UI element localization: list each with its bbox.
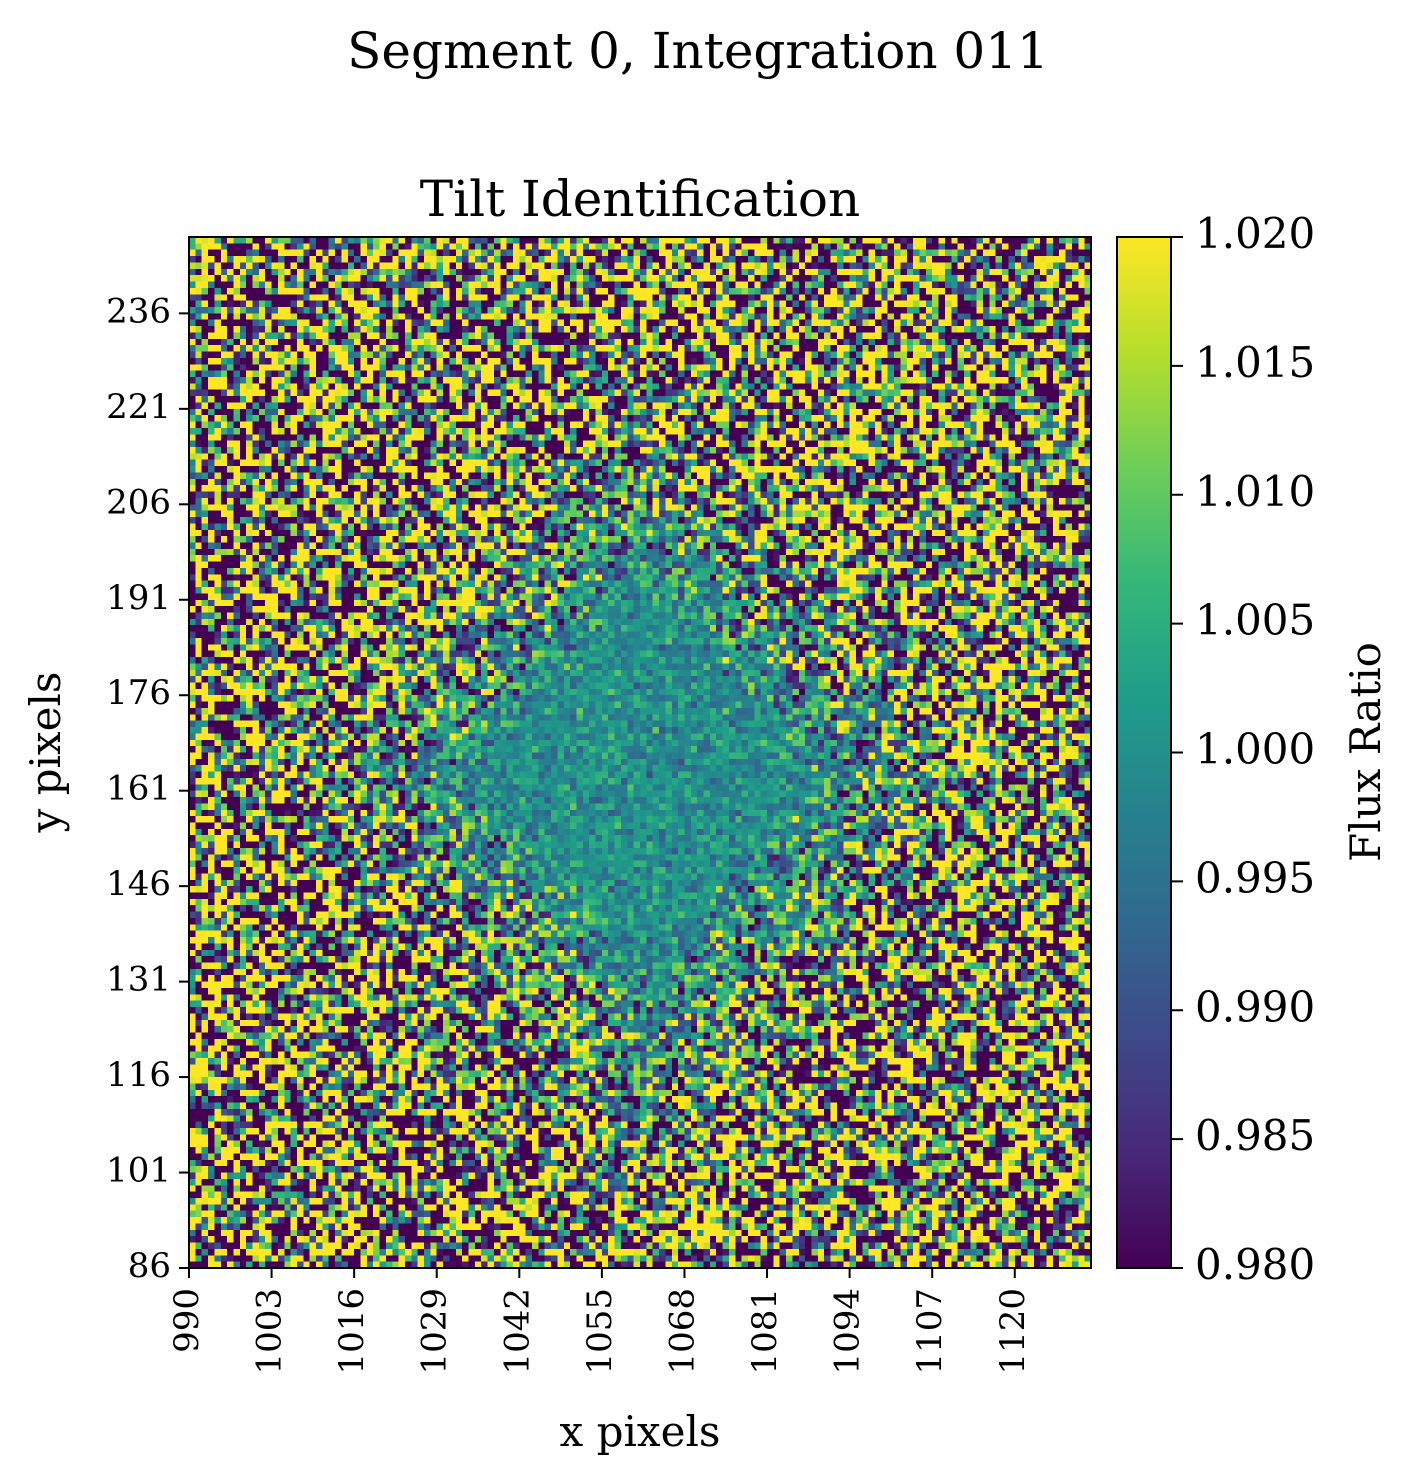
x-axis-label: x pixels bbox=[560, 1407, 721, 1456]
x-tick-label: 1068 bbox=[662, 1288, 702, 1375]
x-tick-label: 1055 bbox=[580, 1288, 620, 1375]
colorbar-tick-label: 1.020 bbox=[1195, 209, 1315, 258]
y-tick-label: 191 bbox=[106, 578, 171, 618]
colorbar-tick-label: 1.000 bbox=[1195, 725, 1315, 774]
y-tick-label: 131 bbox=[106, 960, 171, 1000]
colorbar-tick-label: 1.010 bbox=[1195, 467, 1315, 516]
y-axis-label: y pixels bbox=[21, 672, 70, 834]
colorbar-tick-label: 0.995 bbox=[1195, 853, 1315, 902]
x-tick-label: 1003 bbox=[250, 1288, 290, 1375]
y-tick-label: 176 bbox=[106, 673, 171, 713]
x-tick-label: 1016 bbox=[332, 1288, 372, 1375]
x-axis: 990 1003 1016 1029 1042 1055 1068 1081 1094 1107 1… bbox=[167, 1268, 1033, 1375]
colorbar: 0.980 0.985 0.990 0.995 1.000 1.005 1.010 1.015… bbox=[1116, 209, 1390, 1289]
heatmap-plot-area bbox=[188, 236, 1092, 1269]
heatmap-image bbox=[189, 237, 1091, 1268]
figure-suptitle: Segment 0, Integration 011 bbox=[347, 22, 1049, 80]
y-tick-label: 146 bbox=[106, 864, 171, 904]
x-tick-label: 1107 bbox=[910, 1288, 950, 1375]
x-tick-label: 1042 bbox=[497, 1288, 537, 1375]
x-tick-label: 1120 bbox=[993, 1288, 1033, 1375]
y-tick-label: 116 bbox=[106, 1055, 171, 1095]
colorbar-tick-label: 0.985 bbox=[1195, 1111, 1315, 1160]
x-tick-label: 1094 bbox=[828, 1288, 868, 1375]
y-tick-label: 236 bbox=[106, 291, 171, 331]
y-axis: 86 101 116 131 146 161 176 191 206 221 236 bbox=[106, 291, 189, 1286]
colorbar-tick-label: 0.990 bbox=[1195, 982, 1315, 1031]
colorbar-label: Flux Ratio bbox=[1341, 642, 1390, 862]
y-tick-label: 206 bbox=[106, 482, 171, 522]
plot-frame bbox=[188, 236, 1092, 1269]
colorbar-gradient bbox=[1116, 236, 1172, 1269]
x-tick-label: 990 bbox=[167, 1288, 207, 1353]
colorbar-tick-label: 1.015 bbox=[1195, 338, 1315, 387]
x-tick-label: 1029 bbox=[415, 1288, 455, 1375]
colorbar-tick-label: 0.980 bbox=[1195, 1240, 1315, 1289]
x-tick-label: 1081 bbox=[745, 1288, 785, 1375]
y-tick-label: 161 bbox=[106, 769, 171, 809]
chart-title: Tilt Identification bbox=[420, 170, 861, 228]
y-tick-label: 221 bbox=[106, 387, 171, 427]
colorbar-ticks: 0.980 0.985 0.990 0.995 1.000 1.005 1.010 1.015… bbox=[1171, 209, 1315, 1289]
y-tick-label: 86 bbox=[128, 1246, 171, 1286]
colorbar-tick-label: 1.005 bbox=[1195, 596, 1315, 645]
y-tick-label: 101 bbox=[106, 1151, 171, 1191]
